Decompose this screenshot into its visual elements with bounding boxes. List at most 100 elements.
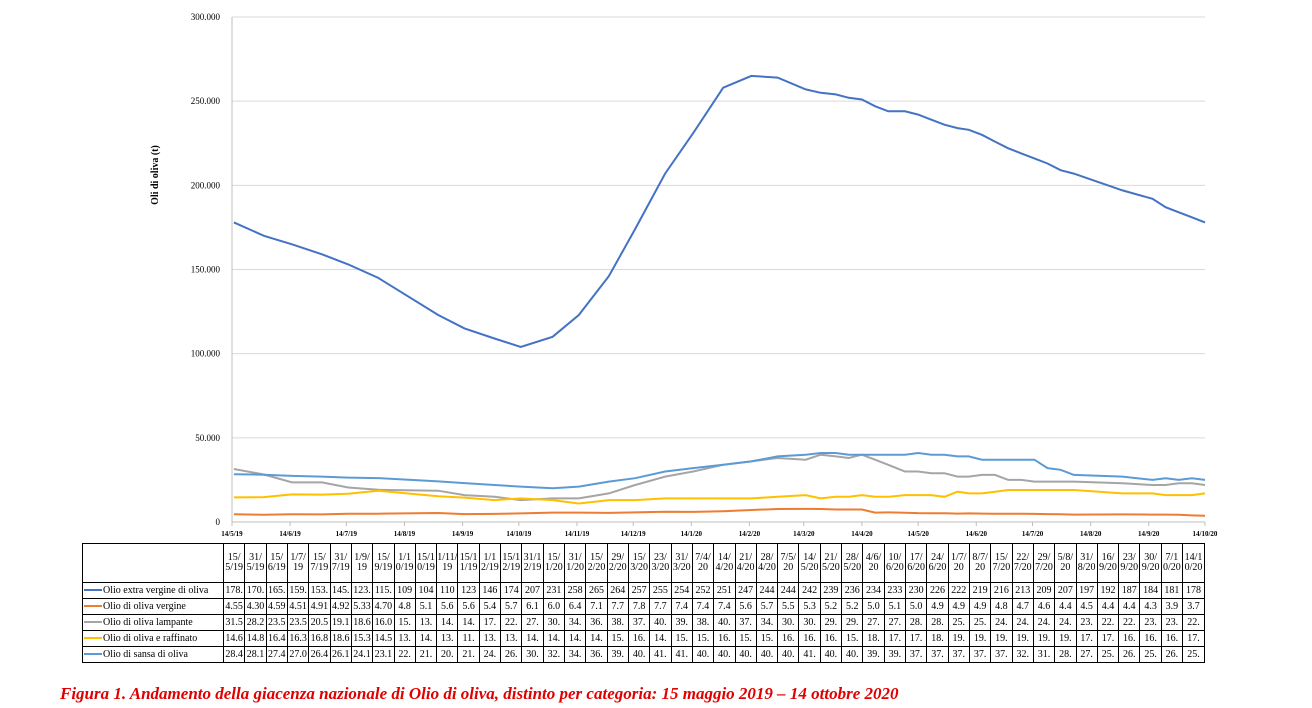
table-cell: 22. [1096,614,1120,631]
y-tick-label: 300.000 [191,12,221,22]
table-cell: 7.4 [691,598,715,615]
table-cell: 13. [478,630,502,647]
table-cell: 4.4 [1096,598,1120,615]
table-cell: 264 [606,582,629,599]
table-cell: 26. [500,646,523,663]
table-cell: 192 [1096,582,1120,599]
x-tick-label: 14/2/20 [739,530,761,538]
table-cell: 207 [521,582,544,599]
table-cell: 16. [713,630,736,647]
legend-entry: Olio di oliva lampante [82,614,224,631]
table-header-cell: 23/3/20 [649,543,672,583]
table-cell: 178 [1182,582,1205,599]
table-cell: 27.4 [265,646,288,663]
table-cell: 7.4 [713,598,736,615]
table-cell: 34. [755,614,779,631]
y-tick-label: 50.000 [195,433,220,443]
table-cell: 17. [904,630,928,647]
table-cell: 184 [1139,582,1162,599]
y-tick-label: 150.000 [191,265,221,275]
table-cell: 37. [990,646,1013,663]
y-axis-label: Oli di oliva (t) [150,145,161,205]
table-header-cell: 1/11/19 [436,543,459,583]
table-cell: 39. [883,646,907,663]
x-tick-label: 14/12/19 [621,530,646,538]
table-cell: 28. [904,614,928,631]
table-header-cell: 21/5/20 [819,543,843,583]
table-cell: 16. [819,630,843,647]
table-cell: 40. [777,646,800,663]
table-cell: 247 [734,582,757,599]
table-header-cell: 14/4/20 [713,543,736,583]
table-cell: 3.9 [1160,598,1184,615]
x-tick-label: 14/6/20 [966,530,988,538]
table-header-cell: 31/12/19 [521,543,544,583]
table-header-cell: 15/7/19 [308,543,331,583]
table-cell: 25. [968,614,992,631]
legend-entry: Olio di oliva vergine [82,598,224,615]
table-cell: 4.91 [308,598,331,615]
table-cell: 170. [244,582,267,599]
table-cell: 7.7 [649,598,672,615]
x-tick-label: 14/8/19 [394,530,416,538]
table-cell: 13. [414,614,438,631]
table-cell: 40. [819,646,843,663]
table-cell: 4.51 [286,598,310,615]
legend-label: Olio di sansa di oliva [103,648,188,660]
table-cell: 22. [500,614,523,631]
chart: Oli di oliva (t) 0 50.000 100.000 150.000 20… [150,12,1218,538]
table-cell: 19. [947,630,970,647]
table-cell: 209 [1032,582,1056,599]
table-cell: 7.7 [606,598,629,615]
table-header-cell: 16/9/20 [1096,543,1120,583]
table-header-cell: 23/9/20 [1118,543,1141,583]
y-tick-label: 250.000 [191,96,221,106]
table-cell: 30. [798,614,821,631]
table-cell: 181 [1160,582,1184,599]
table-header-cell: 7/4/20 [691,543,715,583]
table-cell: 16. [798,630,821,647]
table-cell: 14. [436,614,459,631]
table-cell: 5.33 [350,598,374,615]
table-cell: 34. [563,646,587,663]
table-cell: 17. [1075,630,1098,647]
table-header-cell: 10/6/20 [883,543,907,583]
table-cell: 4.59 [265,598,288,615]
table-cell: 15. [393,614,416,631]
table-cell: 14.6 [222,630,246,647]
table-cell: 41. [649,646,672,663]
table-cell: 20.5 [308,614,331,631]
table-cell: 24. [990,614,1013,631]
table-header-cell: 14/10/20 [1182,543,1205,583]
table-cell: 19. [1032,630,1056,647]
table-cell: 22. [393,646,416,663]
table-cell: 7.1 [585,598,608,615]
legend-key [84,621,102,624]
table-cell: 18. [926,630,949,647]
table-cell: 216 [990,582,1013,599]
table-cell: 40. [627,646,651,663]
x-tick-label: 14/10/19 [506,530,531,538]
table-cell: 39. [670,614,693,631]
table-cell: 39. [606,646,629,663]
table-header-cell: 22/7/20 [1011,543,1034,583]
x-tick-label: 14/8/20 [1080,530,1102,538]
table-cell: 28.4 [222,646,246,663]
table-cell: 233 [883,582,907,599]
table-cell: 4.7 [1011,598,1034,615]
table-cell: 236 [841,582,864,599]
legend-key [84,589,102,592]
table-cell: 23. [1139,614,1162,631]
table-cell: 13. [436,630,459,647]
y-tick-label: 0 [216,517,221,527]
table-cell: 258 [563,582,587,599]
legend-entry: Olio di oliva e raffinato [82,630,224,647]
table-cell: 26.4 [308,646,331,663]
table-cell: 4.6 [1032,598,1056,615]
table-header-cell: 5/8/20 [1054,543,1077,583]
table-cell: 40. [691,646,715,663]
table-cell: 5.0 [862,598,885,615]
table-header-row: 15/5/19 31/5/19 15/6/19 1/7/19 15/7/19 31/7/1… [82,543,1205,583]
table-cell: 38. [606,614,629,631]
table-cell: 24.1 [350,646,374,663]
